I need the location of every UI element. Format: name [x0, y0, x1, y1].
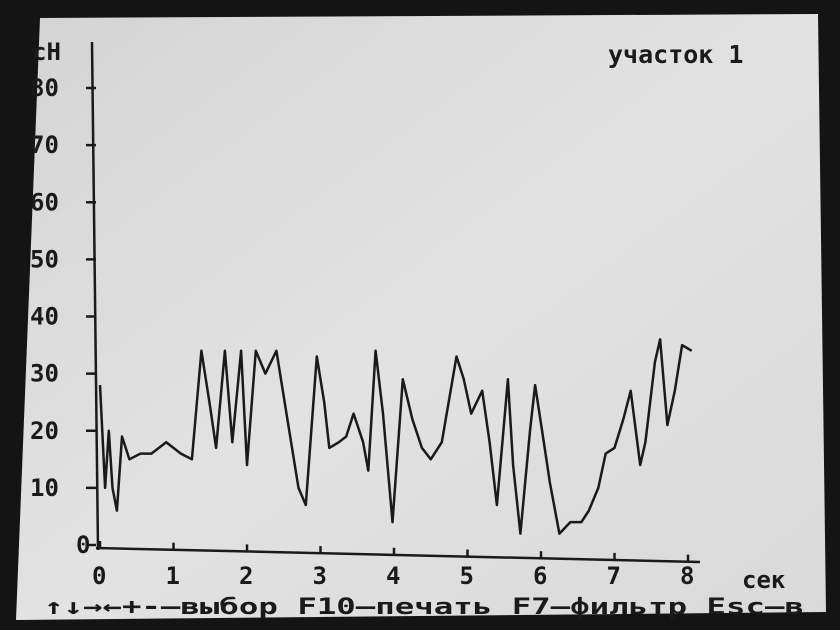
y-tick-label: 30 [30, 360, 59, 388]
y-tick-label: 60 [30, 188, 59, 216]
x-axis [95, 546, 701, 564]
segment-label: участок 1 [608, 40, 743, 69]
x-tick-label: 1 [166, 562, 180, 590]
y-tick-label: 20 [30, 417, 59, 445]
x-tick-label: 4 [386, 562, 400, 590]
status-bar: ↑↓→←+-–выбор F10–печать F7–фильтр Esc–в [44, 595, 804, 620]
x-axis-label: сек [742, 566, 786, 594]
screen-background [16, 14, 826, 620]
y-tick-label: 0 [76, 531, 90, 559]
x-tick-label: 3 [313, 562, 327, 590]
x-axis-ticks: 0 1 2 3 4 5 6 7 8 [92, 541, 694, 590]
y-axis-ticks: 0 10 20 30 40 50 60 70 80 [30, 74, 96, 559]
series-layer [98, 338, 693, 535]
y-tick-label: 50 [30, 245, 59, 273]
y-tick-label: 70 [30, 131, 59, 159]
chart-axes [90, 41, 701, 564]
x-tick-label: 0 [92, 562, 106, 590]
y-tick-label: 40 [30, 303, 59, 331]
series-line [98, 338, 693, 535]
y-tick-label: 10 [30, 474, 59, 502]
y-axis-label: сН [32, 38, 61, 66]
x-tick-label: 6 [533, 562, 547, 590]
x-tick-label: 7 [607, 562, 621, 590]
y-tick-label: 80 [30, 74, 59, 102]
x-tick-label: 8 [680, 562, 694, 590]
y-axis [90, 41, 100, 551]
x-tick-label: 2 [239, 562, 253, 590]
x-tick-label: 5 [460, 562, 474, 590]
